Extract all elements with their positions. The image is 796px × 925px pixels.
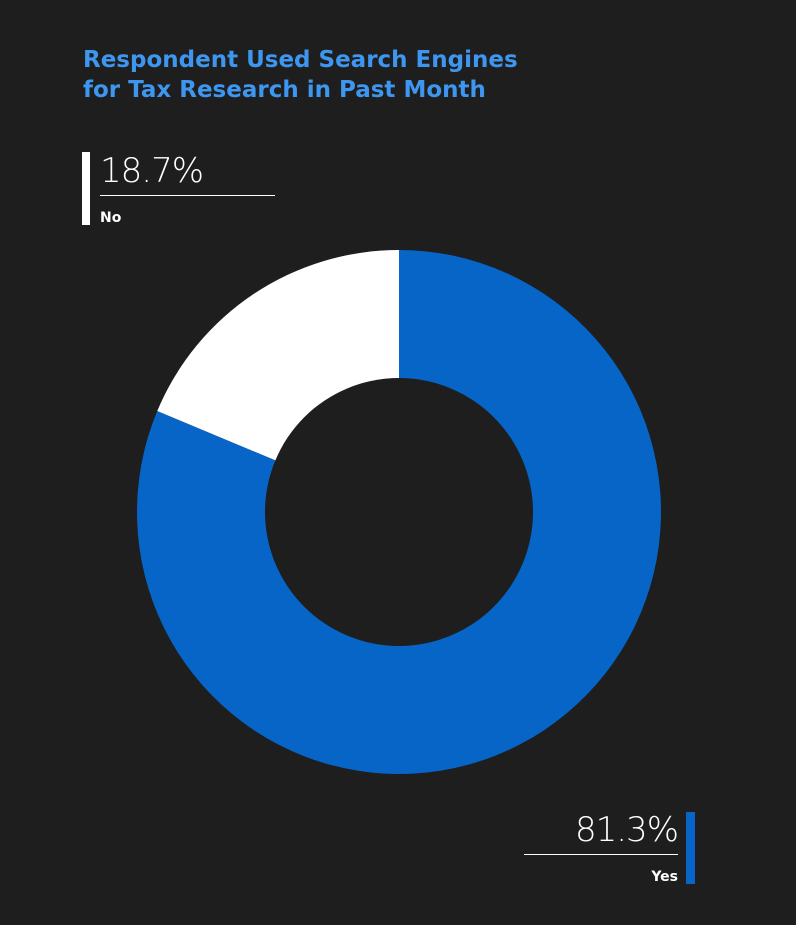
chart-title: Respondent Used Search Engines for Tax R… bbox=[83, 45, 543, 105]
no-category-label: No bbox=[100, 210, 122, 226]
yes-callout-bar bbox=[686, 812, 695, 884]
yes-callout-rule bbox=[524, 854, 678, 855]
no-callout-rule bbox=[100, 195, 275, 196]
no-value-label: 18.7% bbox=[100, 151, 204, 191]
yes-value-label: 81.3% bbox=[574, 810, 679, 850]
no-callout: 18.7% No bbox=[82, 152, 282, 226]
chart-title-line-2: for Tax Research in Past Month bbox=[83, 77, 486, 103]
no-callout-bar bbox=[82, 152, 90, 225]
yes-category-label: Yes bbox=[651, 869, 678, 885]
yes-callout: 81.3% Yes bbox=[520, 812, 700, 886]
chart-title-line-1: Respondent Used Search Engines bbox=[83, 47, 518, 73]
donut-hole bbox=[265, 378, 533, 646]
